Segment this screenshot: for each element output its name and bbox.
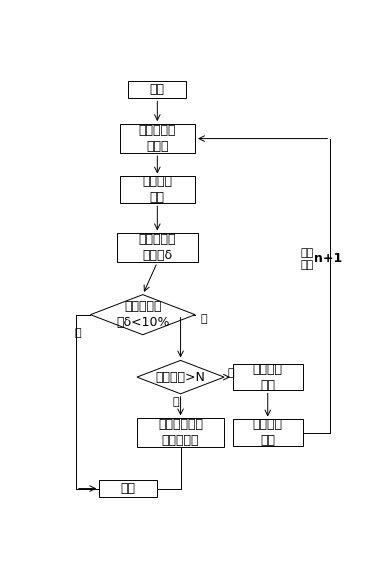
Text: 三相不平衡
度δ<10%: 三相不平衡 度δ<10% xyxy=(116,300,170,329)
Text: 否: 否 xyxy=(227,368,234,378)
Polygon shape xyxy=(90,295,195,335)
Text: 执行换向
命令: 执行换向 命令 xyxy=(253,419,283,448)
Text: 选择多目标优
化换向结果: 选择多目标优 化换向结果 xyxy=(158,419,203,448)
FancyBboxPatch shape xyxy=(137,419,224,448)
Text: n+1: n+1 xyxy=(314,252,342,265)
FancyBboxPatch shape xyxy=(99,479,158,497)
Text: 结束: 结束 xyxy=(121,482,136,495)
FancyBboxPatch shape xyxy=(117,233,198,262)
Text: 开始: 开始 xyxy=(150,83,165,96)
Text: 计算三相不
平衡度δ: 计算三相不 平衡度δ xyxy=(139,233,176,262)
Text: 读取拓扑结
构数据: 读取拓扑结 构数据 xyxy=(139,124,176,153)
Text: 平均值迭
代法: 平均值迭 代法 xyxy=(253,362,283,391)
Text: 迭代次数>N: 迭代次数>N xyxy=(156,371,206,384)
FancyBboxPatch shape xyxy=(120,124,195,153)
FancyBboxPatch shape xyxy=(128,80,186,98)
Text: 否: 否 xyxy=(201,314,207,324)
Text: 是: 是 xyxy=(173,397,180,407)
Text: 迭代
次数: 迭代 次数 xyxy=(300,248,313,270)
FancyBboxPatch shape xyxy=(120,177,195,203)
Text: 读取负荷
数据: 读取负荷 数据 xyxy=(142,175,172,204)
FancyBboxPatch shape xyxy=(233,364,303,390)
Text: 是: 是 xyxy=(74,328,81,338)
FancyBboxPatch shape xyxy=(233,419,303,446)
Polygon shape xyxy=(137,360,224,394)
